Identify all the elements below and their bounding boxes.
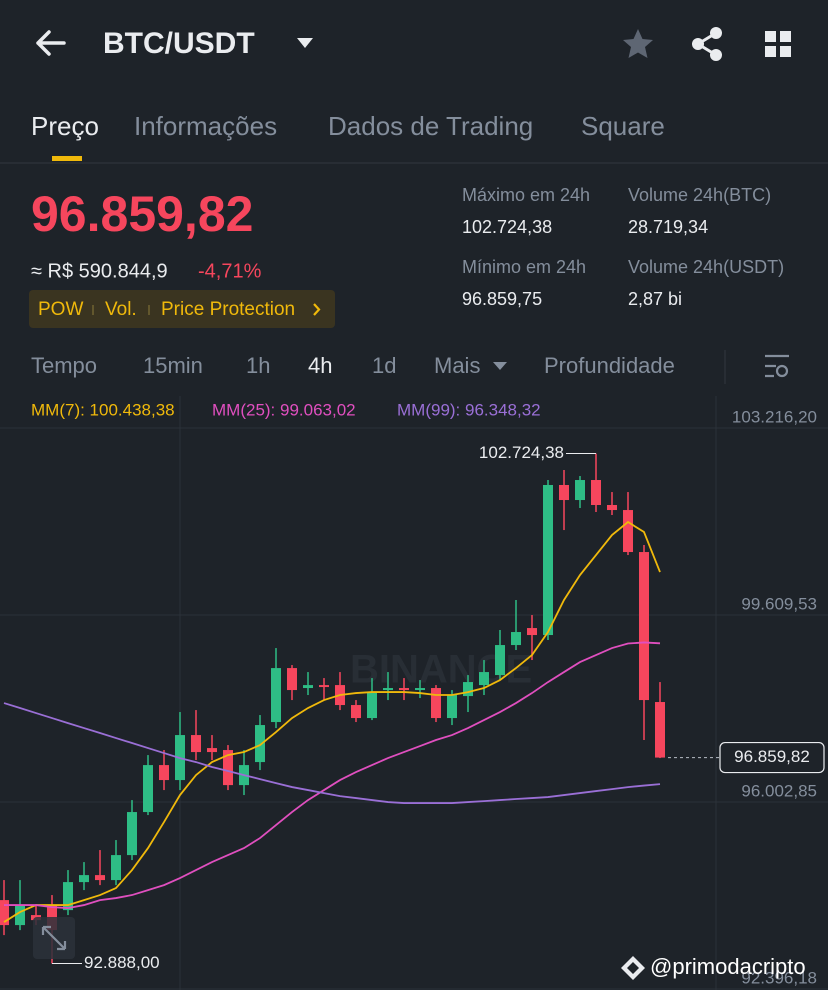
candle-body <box>287 668 297 691</box>
badge[interactable]: POW <box>38 299 83 320</box>
stat-value: 96.859,75 <box>462 289 542 309</box>
candle-body <box>95 875 105 881</box>
legend-entry: MM(7): 100.438,38 <box>31 400 175 419</box>
y-tick-label: 92.396,18 <box>741 968 817 987</box>
grid-menu-icon[interactable] <box>765 31 791 57</box>
interval[interactable]: Tempo <box>31 353 97 378</box>
last-price: 96.859,82 <box>31 186 253 242</box>
candle-body <box>543 484 553 636</box>
candle-body <box>527 628 537 636</box>
interval[interactable]: 1d <box>372 353 396 378</box>
candle-body <box>0 900 9 926</box>
share-icon[interactable] <box>692 27 722 61</box>
chart-area: BINANCE103.216,2099.609,5396.002,8592.39… <box>0 396 828 990</box>
candle-body <box>575 480 585 501</box>
stat-label: Máximo em 24h <box>462 185 590 205</box>
ma-line <box>3 702 661 804</box>
candle-body <box>63 882 73 911</box>
candle-body <box>127 812 137 856</box>
candle-body <box>79 875 89 883</box>
y-tick-label: 99.609,53 <box>741 594 817 613</box>
legend-entry: MM(25): 99.063,02 <box>212 400 356 419</box>
candle-body <box>383 688 393 691</box>
candle-body <box>415 688 425 691</box>
credit-logo <box>621 956 645 980</box>
pair-dropdown[interactable] <box>297 38 313 48</box>
candle-body <box>559 484 569 501</box>
stat-value: 102.724,38 <box>462 217 552 237</box>
candle-body <box>623 510 633 553</box>
more-caret <box>493 362 507 370</box>
candle-body <box>399 688 409 691</box>
annotation-label: 102.724,38 <box>479 443 564 462</box>
legend: MM(7): 100.438,38 MM(25): 99.063,02 MM(99)… <box>31 400 541 419</box>
candle-body <box>511 632 521 646</box>
stat-label: Volume 24h(BTC) <box>628 185 771 205</box>
stat-label: Mínimo em 24h <box>462 257 586 277</box>
candle-body <box>463 682 473 697</box>
candle-body <box>447 695 457 719</box>
y-tick-label: 103.216,20 <box>732 407 817 426</box>
last-price-tag <box>719 741 825 774</box>
tab-indicator <box>52 156 82 161</box>
candle-body <box>655 702 665 758</box>
stat-value: 2,87 bi <box>628 289 682 309</box>
interval[interactable]: Mais <box>434 353 480 378</box>
candle-body <box>15 905 25 926</box>
candle-body <box>431 688 441 719</box>
candle-body <box>191 735 201 753</box>
candle-body <box>271 668 281 723</box>
candle-body <box>223 750 233 786</box>
candle-body <box>591 480 601 506</box>
tab[interactable]: Informações <box>134 111 277 141</box>
stat-label: Volume 24h(USDT) <box>628 257 784 277</box>
y-tick-label: 96.002,85 <box>741 781 817 800</box>
candle-body <box>111 855 121 881</box>
last-price-tag-label: 96.859,82 <box>734 747 810 766</box>
legend-entry: MM(99): 96.348,32 <box>397 400 541 419</box>
candle-body <box>367 692 377 719</box>
interval[interactable]: 4h <box>308 353 332 378</box>
ma-line <box>4 641 661 909</box>
back-button[interactable] <box>36 30 66 56</box>
ma-line <box>3 520 661 923</box>
candle-body <box>143 765 153 813</box>
badge-chevron <box>313 303 321 316</box>
candle-body <box>303 685 313 689</box>
interval[interactable]: 1h <box>246 353 270 378</box>
candle-body <box>207 748 217 753</box>
candle-body <box>159 765 169 781</box>
expand-button[interactable] <box>33 917 75 959</box>
favorite-icon[interactable] <box>623 29 653 58</box>
badge[interactable]: Vol. <box>105 299 137 320</box>
tab[interactable]: Preço <box>31 111 99 141</box>
annotation-label: 92.888,00 <box>84 953 160 972</box>
tab[interactable]: Dados de Trading <box>328 111 533 141</box>
settings-icon[interactable] <box>765 354 789 378</box>
candle-body <box>495 645 505 676</box>
tab[interactable]: Square <box>581 111 665 141</box>
badge-bar <box>29 290 335 328</box>
price-change: -4,71% <box>198 260 262 282</box>
fiat-price: ≈ R$ 590.844,9 <box>31 260 168 282</box>
pair-title[interactable]: BTC/USDT <box>103 27 255 60</box>
candle-body <box>255 725 265 763</box>
stat-value: 28.719,34 <box>628 217 708 237</box>
badge[interactable]: Price Protection <box>161 299 295 320</box>
candle-body <box>319 685 329 688</box>
interval[interactable]: Profundidade <box>544 353 675 378</box>
candle-body <box>479 672 489 686</box>
candle-body <box>351 705 361 719</box>
interval[interactable]: 15min <box>143 353 203 378</box>
candle-body <box>639 552 649 701</box>
candle-body <box>607 505 617 511</box>
credit: @primodacripto <box>650 954 806 979</box>
